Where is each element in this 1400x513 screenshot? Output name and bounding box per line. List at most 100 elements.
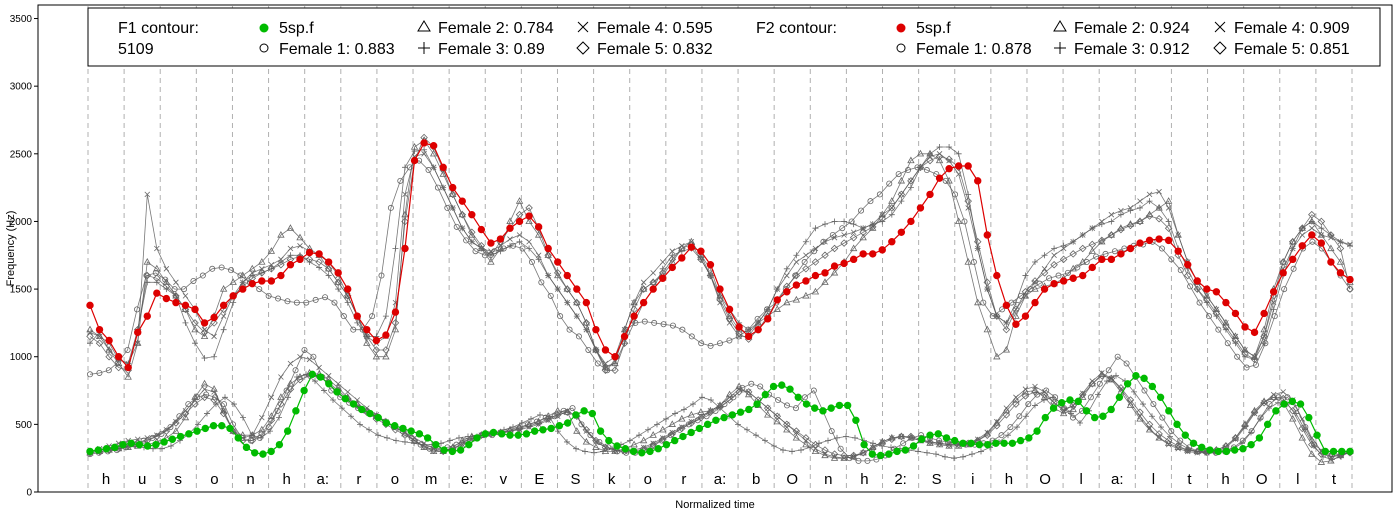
data-point: [639, 298, 648, 307]
legend-marker: [259, 23, 269, 33]
data-point: [1288, 397, 1297, 406]
data-point: [1014, 424, 1020, 431]
data-point: [200, 319, 209, 327]
data-point: [1088, 240, 1097, 249]
data-point: [1174, 230, 1182, 238]
data-point: [897, 190, 906, 199]
data-point: [497, 248, 504, 255]
data-point: [1257, 414, 1264, 421]
data-point: [850, 229, 857, 236]
data-point: [811, 271, 820, 280]
data-point: [193, 427, 201, 435]
data-point: [1327, 456, 1335, 464]
data-point: [745, 326, 752, 333]
data-point: [935, 152, 944, 161]
data-point: [1255, 434, 1264, 442]
data-point: [951, 436, 959, 445]
data-point: [1041, 252, 1048, 259]
data-point: [321, 387, 327, 394]
data-point: [878, 214, 887, 223]
data-point: [363, 339, 371, 346]
data-point: [859, 250, 867, 258]
data-point: [259, 450, 267, 458]
data-point: [1280, 400, 1288, 408]
data-point: [287, 360, 294, 367]
data-point: [754, 325, 762, 334]
data-point: [885, 450, 893, 458]
data-point: [934, 430, 942, 438]
data-point: [1164, 197, 1173, 204]
data-point: [534, 230, 543, 238]
data-point: [162, 278, 171, 285]
legend-dot: [259, 23, 269, 33]
data-point: [154, 245, 160, 252]
data-point: [119, 440, 127, 449]
data-point: [983, 431, 992, 439]
data-point: [907, 156, 915, 164]
data-point: [1183, 271, 1192, 280]
data-point: [401, 431, 409, 439]
data-point: [258, 430, 266, 438]
data-point: [525, 204, 533, 212]
data-point: [915, 448, 921, 455]
legend-triangle: [417, 20, 431, 32]
data-point: [1290, 265, 1297, 272]
data-point: [1060, 242, 1067, 249]
data-point: [1260, 332, 1268, 341]
data-point: [812, 245, 819, 252]
data-point: [553, 411, 562, 419]
data-point: [839, 225, 846, 232]
data-point: [176, 432, 185, 441]
data-point: [1040, 390, 1049, 399]
segment-label: 2:: [894, 471, 907, 488]
data-point: [837, 445, 844, 452]
data-point: [717, 340, 724, 347]
data-point: [1241, 345, 1249, 353]
data-point: [1132, 371, 1140, 380]
data-point: [789, 448, 795, 455]
data-point: [822, 451, 828, 457]
legend-marker: [259, 43, 269, 53]
data-point: [1066, 396, 1074, 404]
data-point: [330, 397, 336, 404]
data-point: [248, 264, 256, 272]
data-point: [868, 223, 877, 231]
segment-label: h: [1221, 471, 1229, 488]
data-point: [672, 410, 678, 417]
data-point: [954, 162, 963, 170]
data-point: [168, 443, 174, 450]
data-point: [344, 285, 352, 293]
legend-label: 5sp.f: [916, 20, 951, 37]
data-point: [86, 301, 94, 310]
data-point: [793, 252, 800, 259]
data-point: [1136, 408, 1144, 416]
data-point: [218, 422, 226, 430]
data-point: [687, 428, 695, 437]
data-point: [572, 411, 580, 419]
data-point: [769, 382, 778, 391]
data-point: [1158, 245, 1165, 252]
data-point: [344, 299, 351, 306]
data-point: [468, 210, 476, 219]
data-point: [296, 375, 304, 384]
data-point: [698, 413, 704, 420]
data-point: [87, 340, 93, 347]
data-point: [296, 233, 304, 241]
data-point: [792, 433, 801, 441]
legend-label: Female 1: 0.883: [279, 41, 395, 58]
data-point: [1041, 266, 1048, 272]
data-point: [340, 313, 347, 320]
data-point: [1183, 446, 1192, 454]
data-point: [630, 298, 638, 306]
data-point: [1115, 393, 1124, 402]
legend-marker: [576, 41, 590, 55]
data-point: [834, 434, 840, 441]
data-point: [641, 318, 648, 325]
data-point: [1317, 458, 1326, 465]
data-point: [852, 434, 858, 441]
data-point: [267, 247, 276, 254]
data-point: [783, 265, 790, 272]
data-point: [860, 225, 866, 231]
data-point: [1347, 286, 1354, 293]
legend-marker: [896, 23, 906, 33]
